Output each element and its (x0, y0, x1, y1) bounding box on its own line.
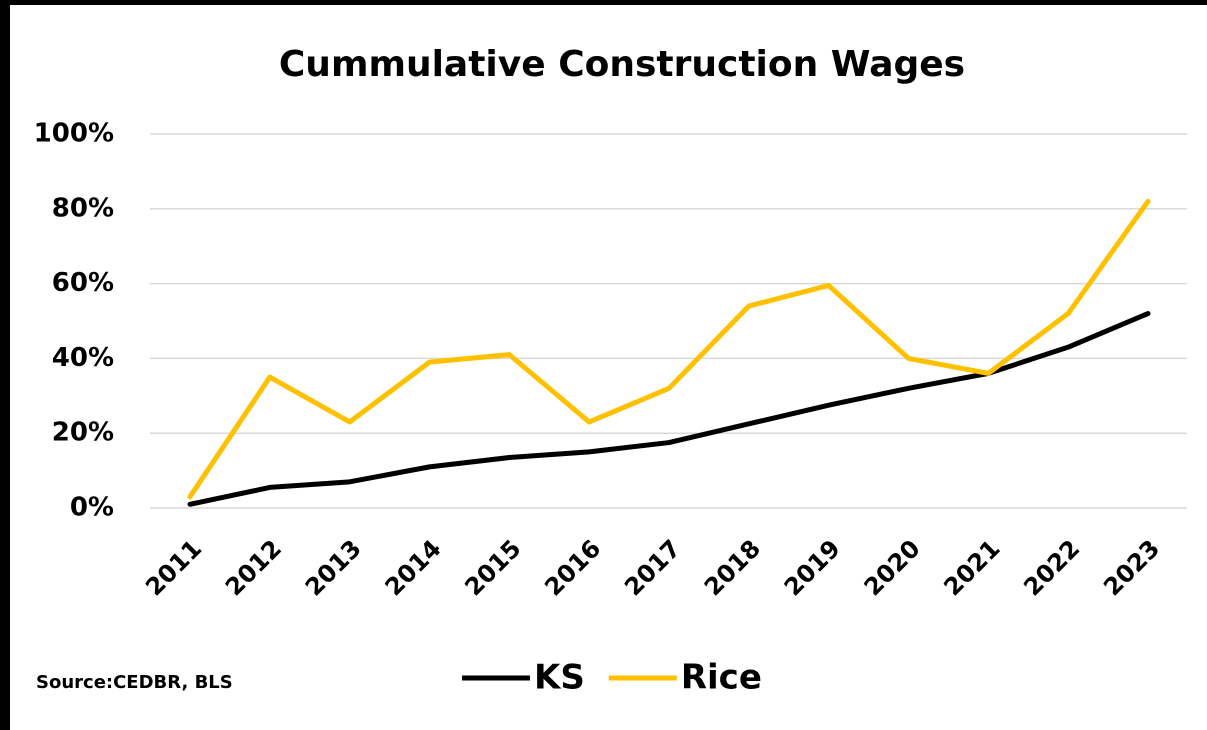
frame-left (0, 0, 10, 730)
y-tick-label: 60% (52, 268, 114, 298)
y-tick-label: 20% (52, 418, 114, 448)
frame-top (0, 0, 1207, 5)
y-tick-label: 0% (70, 493, 114, 523)
series-line (187, 198, 1151, 500)
chart-title: Cummulative Construction Wages (279, 44, 965, 85)
legend-label: Rice (681, 658, 762, 698)
y-tick-label: 100% (34, 119, 114, 149)
legend-label: KS (534, 658, 585, 698)
source-note: Source:CEDBR, BLS (36, 672, 233, 693)
y-tick-label: 80% (52, 193, 114, 223)
y-tick-label: 40% (52, 343, 114, 373)
